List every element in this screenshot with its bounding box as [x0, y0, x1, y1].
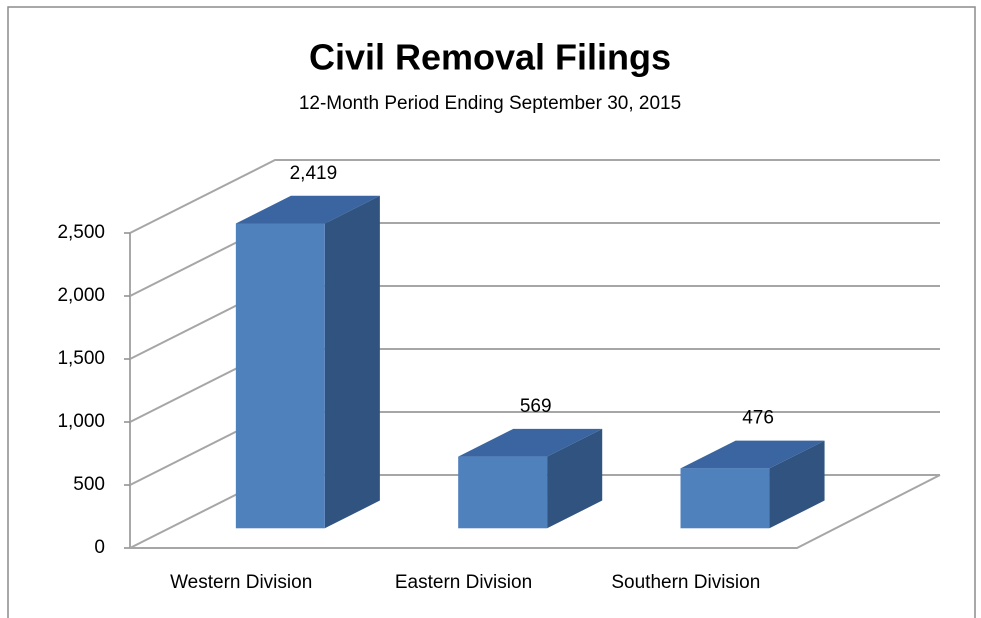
y-tick-label: 0 [94, 537, 105, 558]
x-tick-label: Western Division [170, 572, 312, 593]
value-label: 476 [742, 408, 774, 429]
grid-line [129, 159, 940, 234]
bar-top [235, 195, 380, 224]
y-tick-label: 500 [73, 474, 105, 495]
chart-title: Civil Removal Filings [309, 37, 671, 78]
chart-frame [7, 6, 976, 618]
bar-top [458, 428, 603, 457]
bar-side [769, 440, 825, 529]
bar-side [324, 195, 380, 529]
y-tick-label: 2,500 [57, 222, 105, 243]
y-tick-label: 2,000 [57, 285, 105, 306]
value-label: 569 [520, 396, 552, 417]
x-tick-label: Southern Division [611, 572, 760, 593]
value-label: 2,419 [290, 163, 338, 184]
chart-subtitle: 12-Month Period Ending September 30, 201… [299, 93, 681, 114]
bar-side [547, 428, 603, 529]
bar [458, 456, 548, 529]
y-tick-label: 1,500 [57, 348, 105, 369]
bar [235, 223, 325, 529]
bar-top [680, 440, 825, 469]
y-tick-label: 1,000 [57, 411, 105, 432]
floor [130, 474, 941, 549]
bar [680, 468, 770, 529]
x-tick-label: Eastern Division [395, 572, 532, 593]
